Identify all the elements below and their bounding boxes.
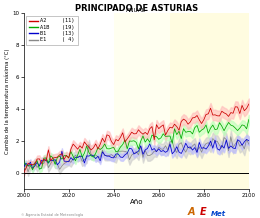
Text: ANUAL: ANUAL	[126, 8, 146, 13]
Title: PRINCIPADO DE ASTURIAS: PRINCIPADO DE ASTURIAS	[75, 4, 198, 13]
X-axis label: Año: Año	[129, 199, 143, 205]
Bar	[114, 13, 170, 189]
Text: © Agencia Estatal de Meteorología: © Agencia Estatal de Meteorología	[21, 213, 83, 217]
Text: A: A	[187, 207, 195, 217]
Bar	[170, 13, 249, 189]
Text: E: E	[200, 207, 207, 217]
Text: Met: Met	[211, 211, 226, 217]
Bar	[24, 13, 114, 189]
Legend: A2     (11), A1B    (19), B1     (13), E1     ( 4): A2 (11), A1B (19), B1 (13), E1 ( 4)	[26, 16, 77, 45]
Y-axis label: Cambio de la temperatura máxima (°C): Cambio de la temperatura máxima (°C)	[4, 48, 10, 154]
